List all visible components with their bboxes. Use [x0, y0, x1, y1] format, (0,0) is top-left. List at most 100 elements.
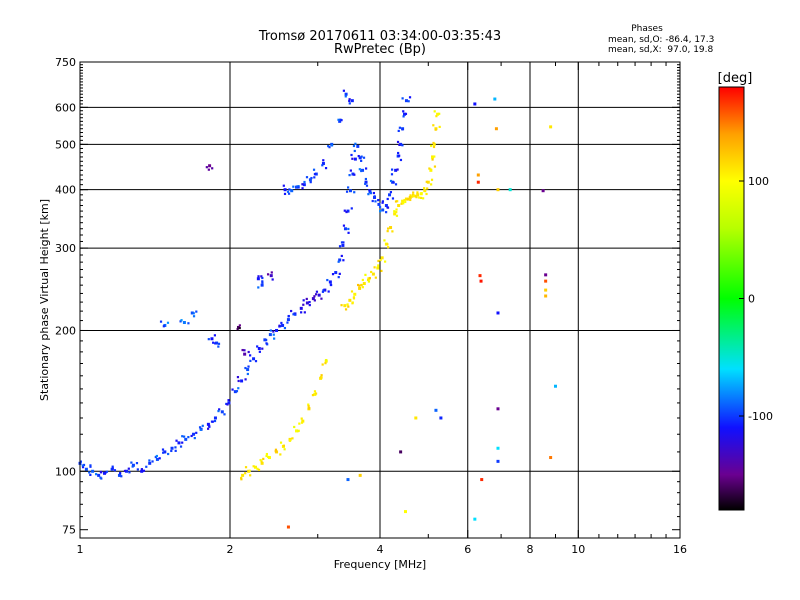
- data-point: [305, 176, 309, 179]
- data-point: [415, 196, 418, 199]
- data-point: [236, 375, 240, 379]
- data-point: [407, 100, 410, 103]
- data-point: [225, 402, 228, 406]
- y-axis-label: Stationary phase Virtual Height [km]: [38, 199, 51, 401]
- data-point: [243, 349, 246, 352]
- data-point: [401, 128, 404, 131]
- data-point: [432, 124, 435, 127]
- data-point: [329, 283, 332, 286]
- data-point: [271, 278, 274, 281]
- data-point: [325, 358, 328, 362]
- data-point: [226, 403, 229, 406]
- data-point: [260, 460, 263, 463]
- data-point: [324, 167, 328, 170]
- data-point: [131, 465, 134, 468]
- y-tick-label: 750: [55, 56, 76, 69]
- data-point: [399, 450, 403, 454]
- data-point: [428, 167, 431, 170]
- data-point: [305, 301, 309, 305]
- colorbar-ticks: 100 0 -100: [739, 175, 773, 423]
- data-point: [347, 227, 350, 231]
- data-point: [247, 350, 250, 354]
- data-point: [97, 473, 101, 477]
- data-point: [294, 313, 297, 316]
- data-point: [206, 427, 210, 430]
- data-point: [321, 363, 324, 366]
- data-point: [349, 169, 352, 172]
- data-point: [364, 182, 367, 185]
- data-point: [244, 472, 247, 475]
- data-point: [257, 286, 260, 289]
- data-point: [360, 159, 363, 162]
- data-point: [287, 314, 290, 318]
- data-point: [432, 145, 436, 149]
- data-point: [364, 167, 368, 170]
- data-point: [217, 409, 220, 413]
- data-point: [342, 259, 345, 262]
- data-point: [236, 327, 239, 331]
- data-point: [244, 466, 248, 469]
- data-point: [321, 164, 324, 167]
- data-point: [113, 469, 117, 472]
- data-point: [435, 115, 438, 118]
- data-point: [410, 195, 414, 198]
- data-point: [379, 210, 382, 213]
- data-point: [544, 294, 548, 298]
- data-point: [254, 360, 258, 363]
- data-point: [320, 376, 323, 379]
- data-point: [198, 426, 202, 429]
- data-point: [396, 168, 399, 171]
- series-early-echoes: [159, 89, 354, 356]
- data-point: [364, 177, 368, 181]
- data-point: [478, 274, 482, 278]
- data-point: [184, 437, 188, 441]
- data-point: [362, 282, 366, 286]
- data-point: [177, 441, 181, 445]
- data-point: [201, 424, 204, 427]
- data-point: [249, 474, 252, 477]
- data-point: [162, 325, 165, 328]
- data-point: [299, 306, 303, 310]
- y-tick-label: 100: [55, 465, 76, 478]
- data-point: [385, 211, 388, 214]
- data-point: [151, 460, 154, 463]
- data-point: [292, 185, 295, 188]
- data-point: [187, 436, 190, 439]
- data-point: [213, 334, 216, 337]
- data-point: [549, 456, 553, 460]
- data-point: [140, 468, 143, 471]
- data-point: [309, 181, 312, 184]
- data-point: [301, 419, 305, 423]
- data-point: [373, 195, 377, 199]
- data-point: [286, 321, 289, 324]
- data-point: [263, 338, 267, 342]
- data-point: [352, 144, 356, 148]
- data-point: [380, 269, 383, 273]
- data-point: [358, 156, 362, 160]
- data-point: [214, 342, 217, 345]
- data-point: [89, 465, 92, 468]
- data-point: [399, 142, 403, 146]
- data-point: [311, 297, 315, 301]
- data-point: [246, 372, 249, 376]
- data-point: [311, 394, 315, 397]
- data-point: [289, 439, 292, 442]
- data-point: [181, 441, 184, 444]
- data-point: [223, 413, 226, 416]
- data-point: [213, 416, 217, 420]
- data-point: [238, 324, 241, 327]
- data-point: [266, 273, 270, 276]
- data-point: [179, 445, 183, 448]
- series-o-mode-trace: [78, 96, 412, 480]
- data-point: [314, 172, 318, 176]
- data-point: [312, 168, 316, 171]
- data-point: [344, 308, 348, 311]
- data-point: [416, 191, 419, 194]
- data-point: [409, 194, 412, 197]
- data-point: [350, 99, 354, 103]
- data-point: [356, 144, 360, 148]
- data-point: [303, 311, 306, 314]
- data-point: [249, 354, 252, 357]
- data-point: [348, 102, 351, 105]
- colorbar-tick-label: -100: [748, 410, 773, 423]
